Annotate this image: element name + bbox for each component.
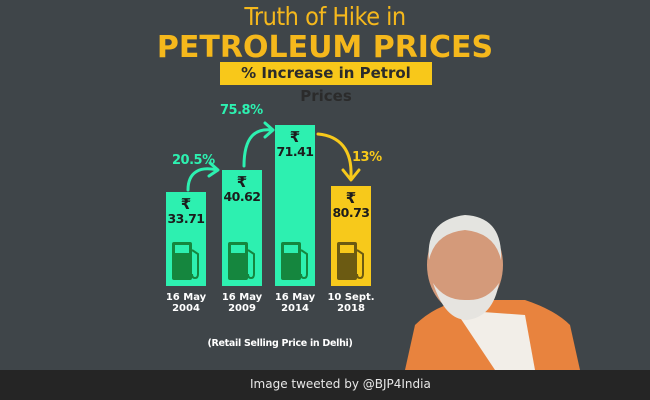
bar-value: 40.62 — [223, 189, 261, 204]
increase-label-1: 20.5% — [172, 153, 215, 168]
bar-value: 33.71 — [167, 211, 205, 226]
date-label-2018: 10 Sept. 2018 — [327, 292, 375, 314]
subtitle-badge: % Increase in Petrol Prices — [220, 62, 432, 105]
fuel-pump-icon — [228, 242, 255, 280]
increase-label-3: 13% — [352, 150, 382, 165]
rupee-icon: ₹ — [345, 189, 357, 207]
date-label-2014: 16 May 2014 — [274, 292, 316, 314]
bar-2009: ₹ 40.62 — [222, 170, 262, 286]
fuel-pump-icon — [172, 242, 199, 280]
fuel-pump-icon — [337, 242, 364, 280]
rupee-icon: ₹ — [289, 128, 301, 146]
increase-label-2: 75.8% — [220, 103, 263, 118]
bar-value: 71.41 — [276, 144, 314, 159]
title-line-2: PETROLEUM PRICES — [156, 30, 494, 65]
bar-value: 80.73 — [332, 205, 370, 220]
date-label-2004: 16 May 2004 — [165, 292, 207, 314]
bar-2014: ₹ 71.41 — [275, 125, 315, 286]
chart-note: (Retail Selling Price in Delhi) — [207, 338, 353, 349]
rupee-icon: ₹ — [236, 173, 248, 191]
footer-bar: Image tweeted by @BJP4India — [0, 370, 650, 400]
date-label-2009: 16 May 2009 — [221, 292, 263, 314]
portrait-image — [405, 215, 580, 370]
title-line-1: Truth of Hike in — [244, 2, 406, 31]
fuel-pump-icon — [281, 242, 308, 280]
bar-2018: ₹ 80.73 — [331, 186, 371, 286]
bar-2004: ₹ 33.71 — [166, 192, 206, 286]
footer-credit: Image tweeted by @BJP4India — [250, 377, 431, 391]
rupee-icon: ₹ — [180, 195, 192, 213]
